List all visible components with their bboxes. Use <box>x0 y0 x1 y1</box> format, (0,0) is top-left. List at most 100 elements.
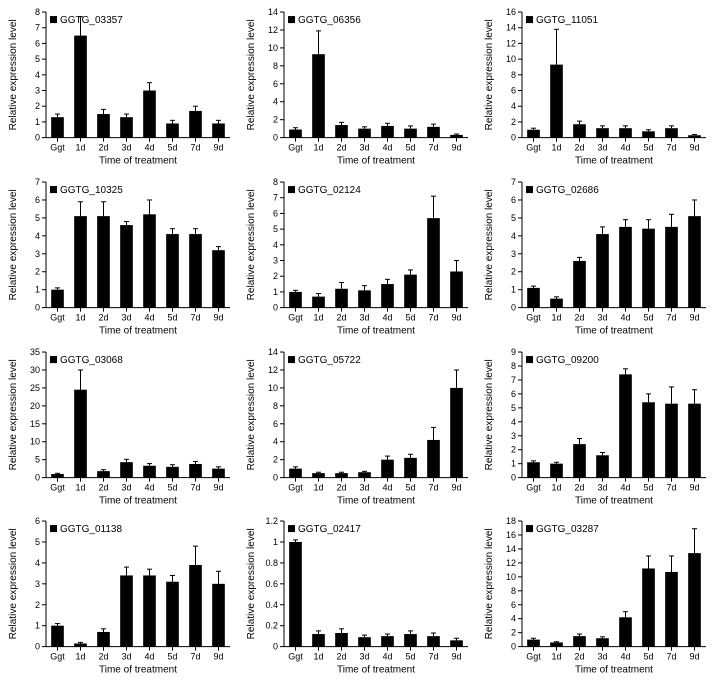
y-tick-label: 25 <box>30 382 40 392</box>
y-axis-label: Relative expression level <box>484 529 495 640</box>
y-tick-label: 2 <box>273 271 278 281</box>
x-tick-label: 9d <box>213 143 223 153</box>
bar <box>381 636 394 646</box>
bar <box>550 463 563 477</box>
bar <box>619 128 632 137</box>
bar <box>404 457 417 477</box>
y-tick-label: 0 <box>273 302 278 312</box>
panel-title: GGTG_09200 <box>536 355 599 366</box>
panel-title: GGTG_11051 <box>536 15 598 26</box>
y-tick-label: 0.2 <box>265 621 278 631</box>
bar <box>404 129 417 138</box>
x-tick-label: Ggt <box>526 143 541 153</box>
y-tick-label: 12 <box>506 38 516 48</box>
x-tick-label: 2d <box>98 143 108 153</box>
x-tick-label: Ggt <box>50 143 65 153</box>
x-tick-label: 4d <box>620 143 630 153</box>
bar <box>335 289 348 308</box>
bar <box>642 569 655 647</box>
y-tick-label: 8 <box>35 7 40 17</box>
x-axis-label: Time of treatment <box>575 665 653 676</box>
y-tick-label: 16 <box>506 530 516 540</box>
x-axis-label: Time of treatment <box>99 495 177 506</box>
y-tick-label: 7 <box>511 177 516 187</box>
y-tick-label: 0 <box>35 133 40 143</box>
y-tick-label: 7 <box>273 192 278 202</box>
bar <box>189 111 202 138</box>
bar <box>527 462 540 477</box>
y-tick-label: 14 <box>506 23 516 33</box>
bar <box>97 632 110 647</box>
bar <box>665 227 678 308</box>
y-tick-label: 2 <box>511 117 516 127</box>
y-tick-label: 4 <box>511 231 516 241</box>
y-tick-label: 4 <box>511 614 516 624</box>
bar <box>665 403 678 477</box>
y-tick-label: 0 <box>35 302 40 312</box>
x-tick-label: 7d <box>190 652 200 662</box>
x-tick-label: 2d <box>574 652 584 662</box>
panel-title: GGTG_10325 <box>60 185 123 196</box>
bar <box>120 117 133 137</box>
bar <box>450 271 463 307</box>
y-tick-label: 1 <box>35 621 40 631</box>
legend-square-icon <box>526 525 533 532</box>
bar <box>642 228 655 307</box>
bar <box>550 643 563 647</box>
x-tick-label: 2d <box>98 312 108 322</box>
y-tick-label: 4 <box>273 240 278 250</box>
bar <box>51 474 64 478</box>
x-tick-label: 5d <box>643 482 653 492</box>
x-axis-label: Time of treatment <box>99 325 177 336</box>
y-tick-label: 5 <box>511 213 516 223</box>
legend-square-icon <box>526 186 533 193</box>
bar <box>596 234 609 308</box>
y-tick-label: 9 <box>511 347 516 357</box>
bar <box>289 468 302 477</box>
x-tick-label: 3d <box>121 312 131 322</box>
bar <box>120 225 133 308</box>
y-tick-label: 0 <box>511 133 516 143</box>
legend-square-icon <box>50 16 57 23</box>
bar <box>335 473 348 477</box>
bar <box>596 638 609 646</box>
y-tick-label: 2 <box>273 454 278 464</box>
bar <box>51 626 64 647</box>
x-tick-label: 7d <box>428 143 438 153</box>
y-tick-label: 7 <box>35 177 40 187</box>
y-tick-label: 8 <box>273 177 278 187</box>
bar <box>51 289 64 307</box>
y-tick-label: 2 <box>511 444 516 454</box>
x-tick-label: Ggt <box>288 652 303 662</box>
bar <box>335 633 348 647</box>
x-tick-label: 7d <box>428 312 438 322</box>
bar <box>573 636 586 646</box>
y-tick-label: 10 <box>268 43 278 53</box>
x-tick-label: 4d <box>144 312 154 322</box>
x-tick-label: 9d <box>451 143 461 153</box>
bar <box>642 402 655 477</box>
x-tick-label: 4d <box>144 482 154 492</box>
bar <box>427 127 440 138</box>
x-tick-label: 5d <box>405 312 415 322</box>
x-tick-label: 5d <box>167 143 177 153</box>
panel-title: GGTG_02686 <box>536 185 599 196</box>
x-axis-label: Time of treatment <box>99 156 177 167</box>
y-axis-label: Relative expression level <box>484 19 495 130</box>
chart-panel: 0123456Ggt1d2d3d4d5d7d9dGGTG_01138Time o… <box>6 513 236 679</box>
x-tick-label: 5d <box>167 652 177 662</box>
y-tick-label: 35 <box>30 347 40 357</box>
x-tick-label: 1d <box>313 143 323 153</box>
x-tick-label: 5d <box>643 312 653 322</box>
legend-square-icon <box>50 525 57 532</box>
y-tick-label: 3 <box>35 579 40 589</box>
y-tick-label: 1 <box>35 117 40 127</box>
y-tick-label: 8 <box>273 400 278 410</box>
legend-square-icon <box>50 186 57 193</box>
x-tick-label: Ggt <box>288 312 303 322</box>
y-tick-label: 4 <box>273 436 278 446</box>
y-tick-label: 4 <box>35 231 40 241</box>
legend-square-icon <box>288 186 295 193</box>
y-axis-label: Relative expression level <box>8 359 19 470</box>
x-tick-label: 5d <box>167 482 177 492</box>
